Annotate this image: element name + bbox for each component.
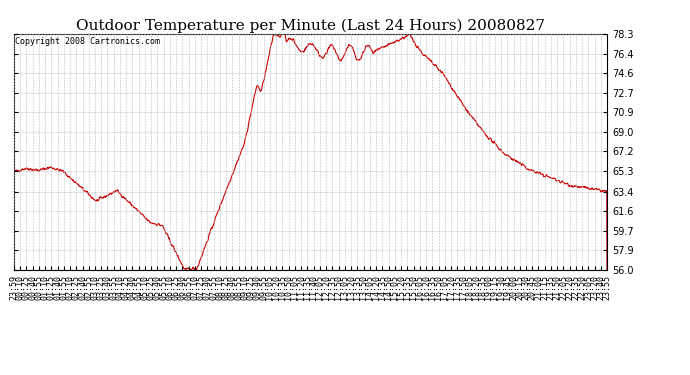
Text: Copyright 2008 Cartronics.com: Copyright 2008 Cartronics.com xyxy=(15,37,160,46)
Title: Outdoor Temperature per Minute (Last 24 Hours) 20080827: Outdoor Temperature per Minute (Last 24 … xyxy=(76,18,545,33)
